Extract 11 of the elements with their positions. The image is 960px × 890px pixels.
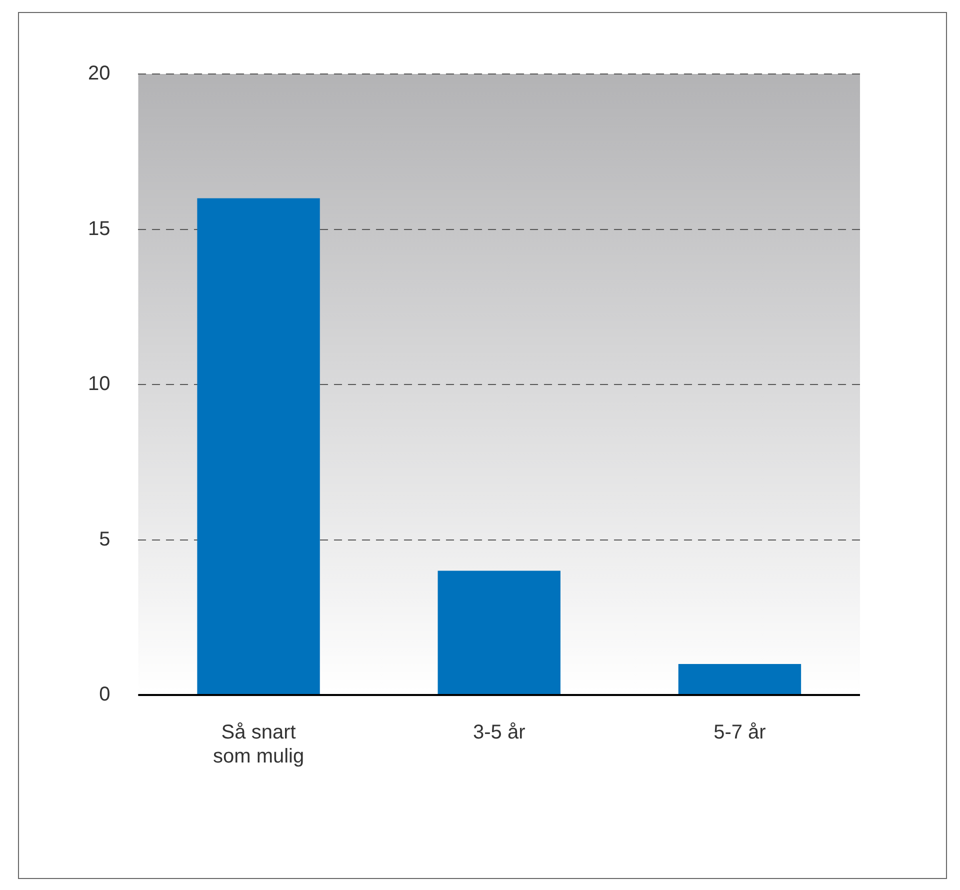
x-tick-label: 3-5 år: [473, 722, 526, 744]
y-tick-label: 15: [88, 218, 110, 240]
x-tick-label: Så snart som mulig: [212, 722, 304, 768]
x-tick-label: 5-7 år: [714, 722, 766, 744]
y-tick-label: 5: [99, 528, 110, 550]
y-tick-label: 10: [88, 373, 110, 396]
y-tick-label: 0: [99, 684, 110, 706]
bar: [438, 570, 560, 694]
bar: [678, 664, 802, 694]
y-tick-label: 20: [88, 62, 110, 85]
bar: [197, 198, 320, 694]
